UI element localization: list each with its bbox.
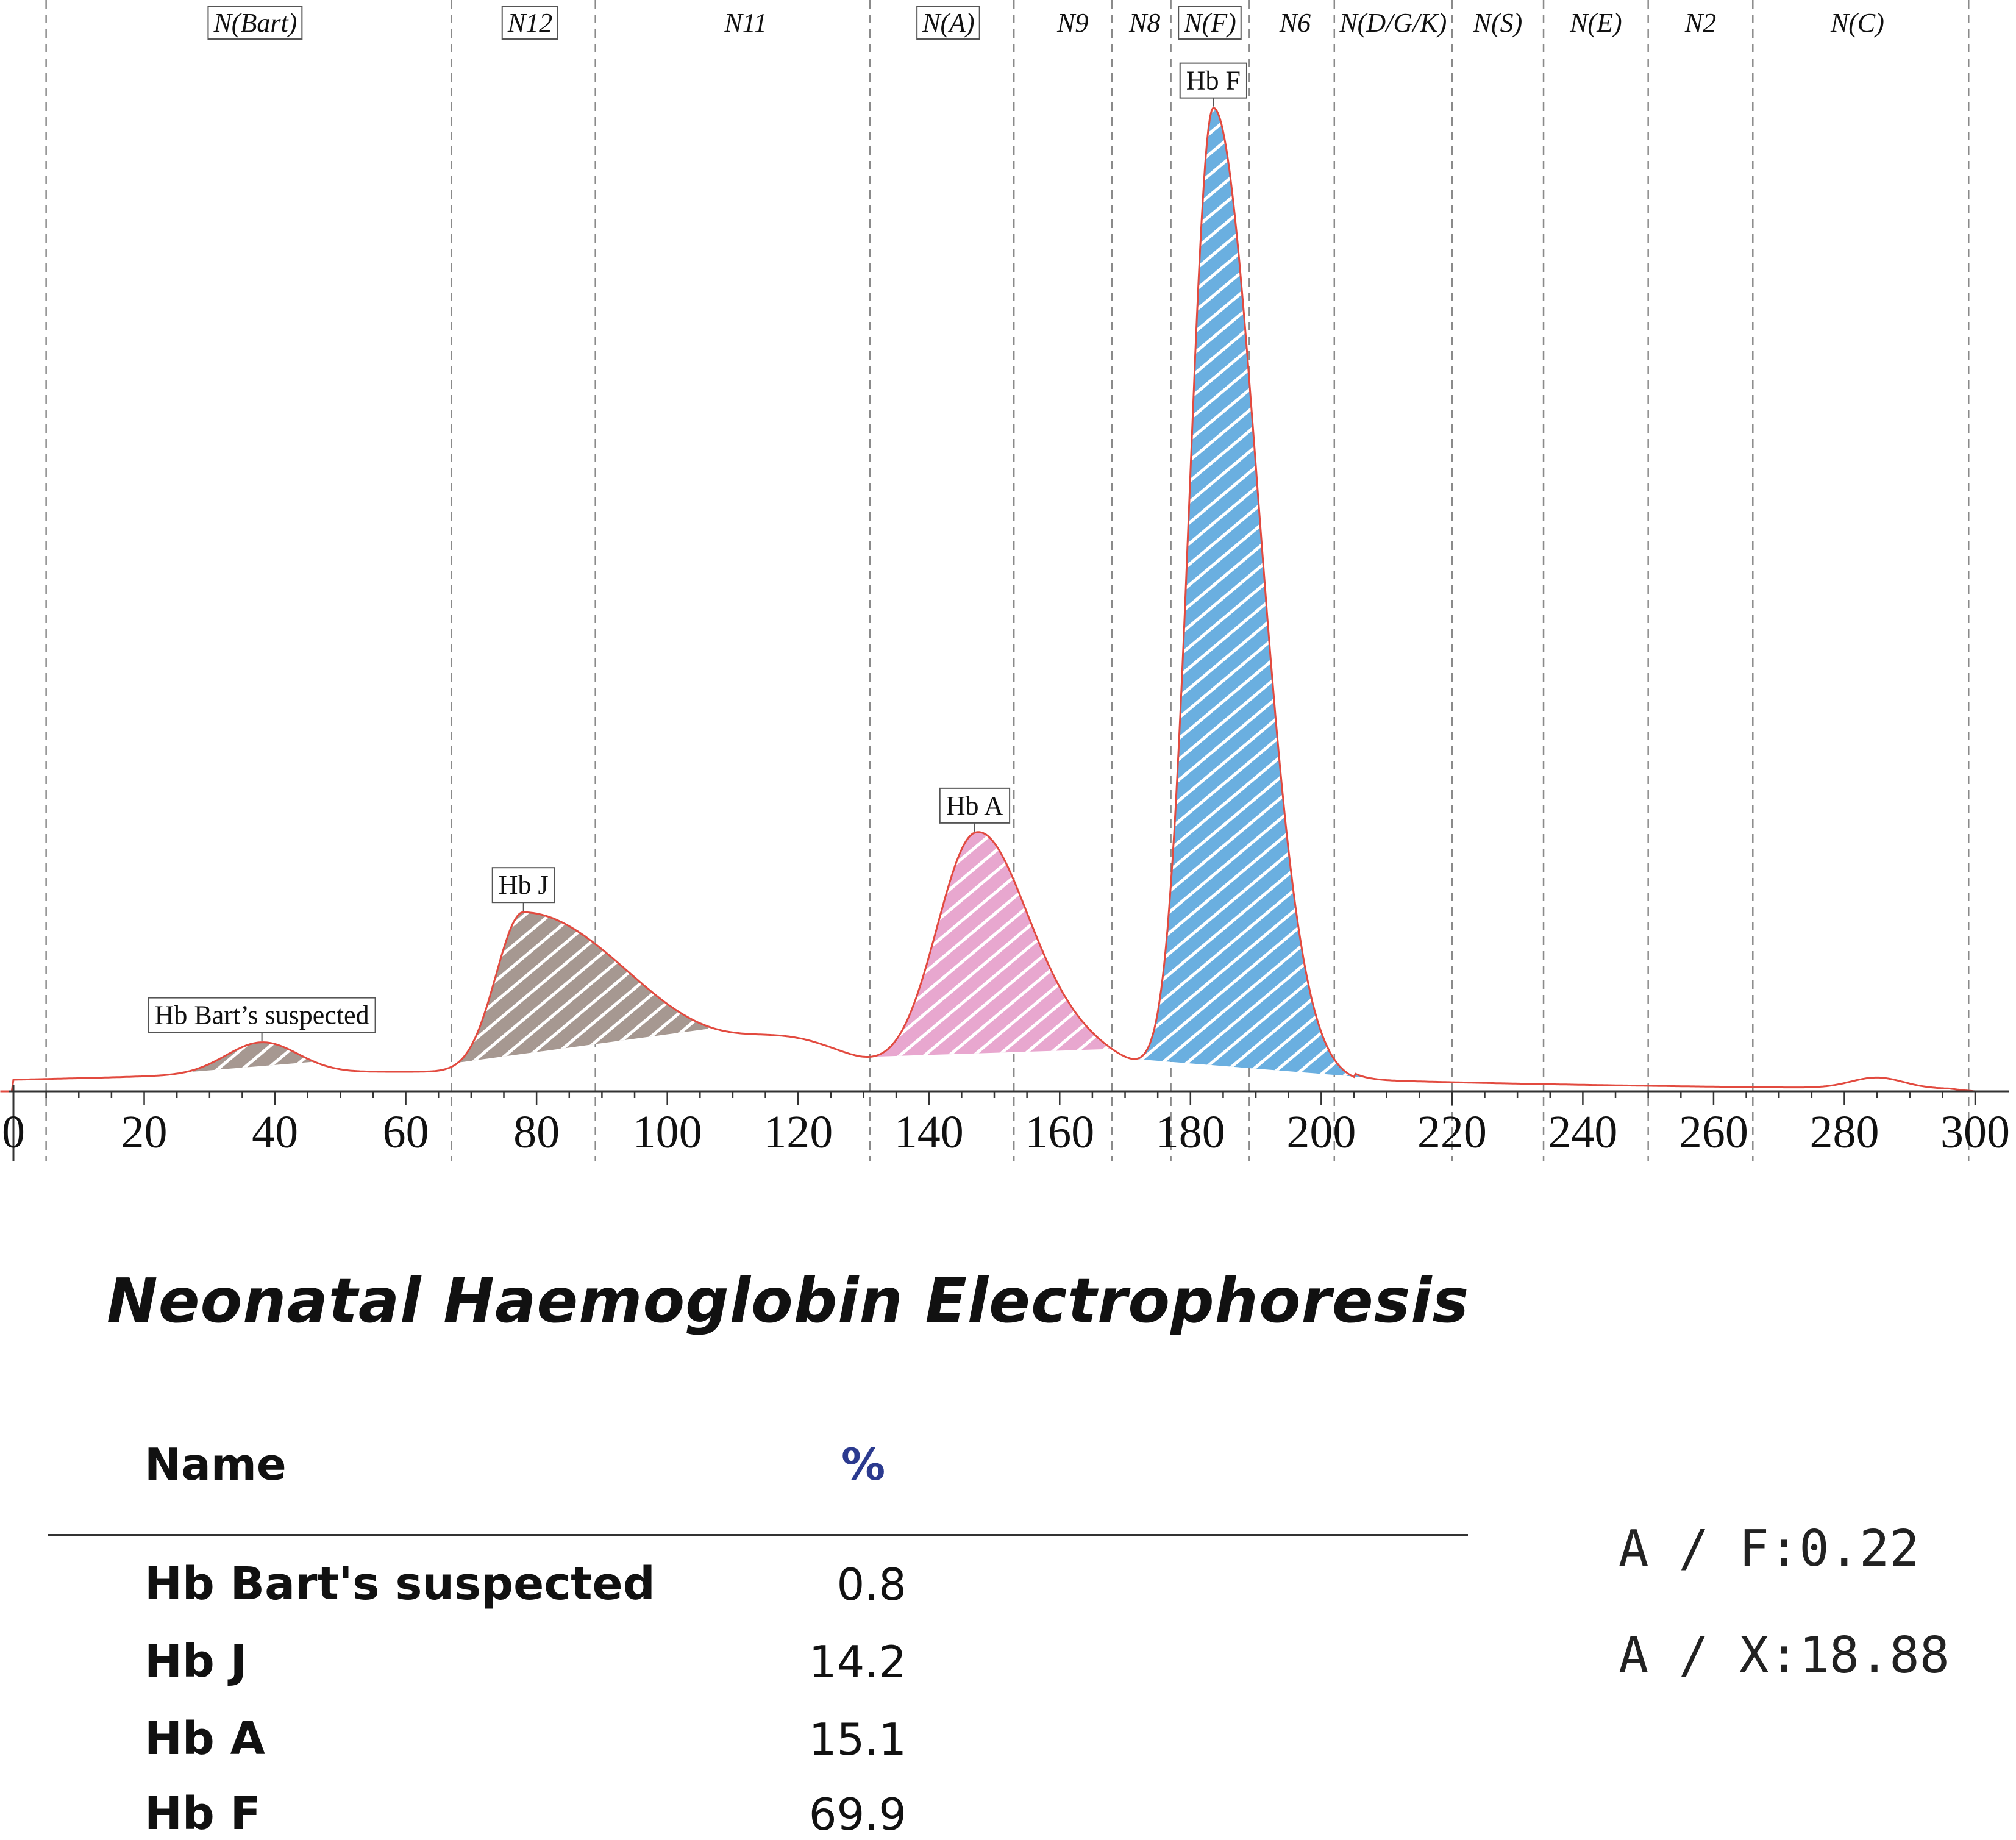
column-header-percent: % [841, 1439, 886, 1490]
ratio-a-x: A / X:18.88 [1619, 1627, 1950, 1685]
zone-label: N2 [1684, 8, 1716, 38]
zone-label: N9 [1056, 8, 1088, 38]
x-tick-label: 0 [2, 1107, 25, 1158]
zone-label-box [207, 6, 303, 40]
zone-label-box [501, 6, 558, 40]
zone-label: N12 [507, 8, 552, 38]
zone-label: N(C) [1830, 8, 1884, 38]
column-header-name: Name [144, 1439, 287, 1490]
zone-label: N8 [1128, 8, 1160, 38]
row-name-hb-f: Hb F [144, 1788, 262, 1840]
zone-label: N(E) [1569, 8, 1622, 38]
row-name-hb-bart: Hb Bart's suspected [144, 1558, 655, 1610]
peak-hatch [870, 832, 1113, 1057]
peak-label-box [939, 787, 1011, 824]
peak-label-text: Hb A [946, 791, 1003, 821]
peak-area-hb-bart-s-suspected [183, 1042, 315, 1073]
zone-labels: N(Bart) N12 N11 N(A) N9 N8 N(F) N6 N(D/G/K) N(S) N… [207, 6, 1884, 40]
zone-n-s: N(S) [1473, 8, 1523, 38]
zone-n-f: N(F) [1178, 6, 1242, 40]
peak-label-text: Hb J [499, 870, 549, 900]
x-axis: 0 20 40 60 80 100 120 140 160 180 200 220 240 260 280 3… [2, 1085, 2010, 1161]
zone-n-e: N(E) [1569, 8, 1622, 38]
x-tick-label: 100 [633, 1107, 702, 1158]
row-name-hb-j: Hb J [144, 1635, 248, 1688]
x-tick-label: 60 [383, 1107, 429, 1158]
peak-label-text: Hb Bart’s suspected [155, 1000, 369, 1030]
zone-n-c: N(C) [1830, 8, 1884, 38]
zone-n11: N11 [724, 8, 767, 38]
x-tick-label: 220 [1417, 1107, 1487, 1158]
report-title: Neonatal Haemoglobin Electrophoresis [107, 1265, 1470, 1336]
zone-n-d-g-k: N(D/G/K) [1339, 8, 1447, 38]
row-name-hb-a: Hb A [144, 1713, 265, 1765]
peak-label-hb-a: Hb A [939, 787, 1011, 832]
peak-area-hb-f [1131, 107, 1367, 1078]
table-divider [48, 1534, 1468, 1536]
peak-label-box [148, 997, 376, 1033]
x-tick-label: 20 [121, 1107, 168, 1158]
x-tick-label: 80 [513, 1107, 560, 1158]
zone-n-a: N(A) [916, 6, 980, 40]
peak-hatch [1131, 107, 1367, 1078]
peak-label-hb-bart-s-suspected: Hb Bart’s suspected [148, 997, 376, 1041]
peak-labels: Hb Bart’s suspected Hb J Hb A Hb F [148, 62, 1247, 1041]
electrophoresis-trace [0, 106, 1976, 1093]
x-tick-label: 180 [1156, 1107, 1225, 1158]
peak-label-hb-f: Hb F [1179, 62, 1247, 107]
x-tick-label: 300 [1940, 1107, 2010, 1158]
x-tick-label: 40 [252, 1107, 298, 1158]
peak-fills [183, 107, 1367, 1078]
zone-label: N11 [724, 8, 767, 38]
peak-label-text: Hb F [1186, 66, 1241, 96]
zone-n2: N2 [1684, 8, 1716, 38]
x-tick-label: 260 [1679, 1107, 1748, 1158]
peak-hatch [183, 1042, 315, 1073]
row-value-hb-f: 69.9 [808, 1789, 906, 1840]
row-value-hb-a: 15.1 [808, 1714, 906, 1765]
zone-n-bart: N(Bart) [207, 6, 303, 40]
x-tick-label: 120 [763, 1107, 833, 1158]
ratio-a-f: A / F:0.22 [1619, 1520, 1920, 1578]
peak-area-hb-a [870, 832, 1113, 1057]
zone-n12: N12 [501, 6, 558, 40]
peak-label-box [491, 867, 555, 904]
row-value-hb-j: 14.2 [808, 1636, 906, 1688]
x-tick-label: 240 [1548, 1107, 1617, 1158]
x-tick-label: 200 [1286, 1107, 1356, 1158]
zone-n8: N8 [1128, 8, 1160, 38]
zone-n6: N6 [1279, 8, 1311, 38]
peak-label-hb-j: Hb J [491, 867, 555, 911]
zone-label: N(S) [1473, 8, 1523, 38]
zone-label: N(Bart) [213, 8, 297, 38]
x-tick-label: 140 [894, 1107, 964, 1158]
x-tick-label: 160 [1025, 1107, 1094, 1158]
zone-n9: N9 [1056, 8, 1088, 38]
zone-label-box [916, 6, 980, 40]
peak-hatch [458, 912, 713, 1063]
row-value-hb-bart: 0.8 [836, 1559, 906, 1610]
x-tick-label: 280 [1809, 1107, 1879, 1158]
peak-area-hb-j [458, 912, 713, 1063]
zone-label: N(A) [922, 8, 975, 38]
zone-label: N6 [1279, 8, 1311, 38]
zone-label: N(D/G/K) [1339, 8, 1447, 38]
zone-label-box [1178, 6, 1242, 40]
electrophoresis-chart: N(Bart) N12 N11 N(A) N9 N8 N(F) N6 N(D/G/K) N(S) N… [0, 0, 2010, 1161]
zone-label: N(F) [1183, 8, 1236, 38]
